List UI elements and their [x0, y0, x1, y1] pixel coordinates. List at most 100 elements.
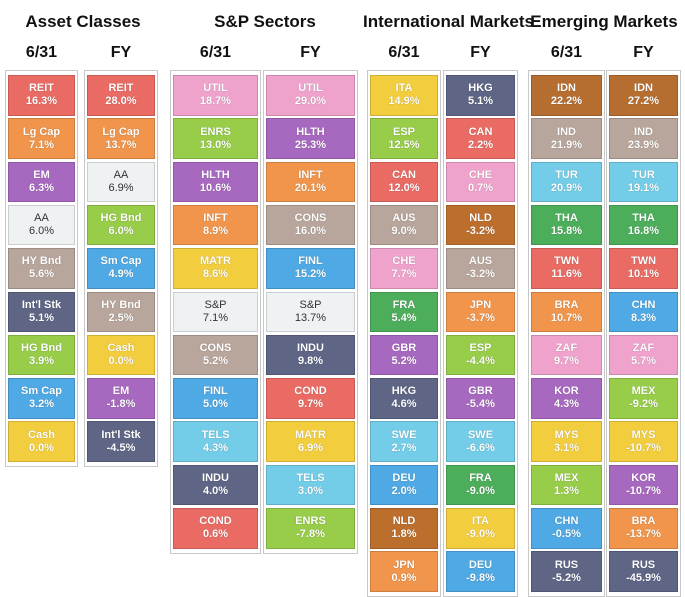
return-cell-twn: TWN 10.1%	[609, 248, 678, 289]
cell-label: GBR	[468, 385, 493, 398]
cell-label: S&P	[299, 298, 322, 311]
cell-label: ESP	[392, 125, 415, 138]
return-cell-sandp: S&P 7.1%	[173, 291, 258, 332]
cell-value: 9.8%	[297, 355, 324, 368]
asset-classes-fy-header: FY	[110, 44, 132, 61]
return-cell-tels: TELS 3.0%	[266, 464, 355, 506]
return-cell-zaf: ZAF 5.7%	[609, 334, 678, 376]
cell-label: ESP	[469, 342, 492, 355]
return-cell-gbr: GBR 5.2%	[370, 334, 438, 376]
cell-label: UTIL	[203, 82, 228, 95]
cell-label: FINL	[203, 385, 228, 398]
cell-label: HG Bnd	[21, 342, 62, 355]
cell-value: -3.2%	[466, 225, 495, 238]
cell-label: BRA	[631, 515, 656, 528]
cell-value: -1.8%	[106, 398, 136, 411]
cell-value: 2.0%	[391, 484, 417, 497]
return-cell-ita: ITA 14.9%	[370, 75, 438, 116]
cell-value: 4.0%	[202, 484, 229, 497]
return-cell-inft: INFT 8.9%	[173, 204, 258, 246]
international-markets-6-31-column: ITA 14.9% ESP 12.5% CAN 12.0% AUS 9.0% CHE 7.7% FR…	[367, 70, 441, 597]
cell-value: 6.3%	[28, 181, 55, 194]
sandp-sectors-6-31-header: 6/31	[199, 44, 232, 61]
cell-label: MEX	[554, 471, 579, 484]
cell-value: 5.7%	[630, 355, 657, 368]
return-cell-rus: RUS -5.2%	[531, 551, 602, 592]
cell-label: ENRS	[200, 125, 231, 138]
cell-value: 28.0%	[105, 95, 137, 108]
cell-label: ENRS	[295, 515, 326, 528]
cell-label: SWE	[391, 428, 417, 441]
cell-label: IND	[557, 125, 576, 138]
return-cell-esp: ESP -4.4%	[446, 334, 515, 376]
cell-value: 27.2%	[627, 95, 660, 108]
cell-label: BRA	[554, 298, 579, 311]
cell-value: -13.7%	[626, 528, 661, 541]
return-cell-swe: SWE 2.7%	[370, 421, 438, 462]
cell-label: ITA	[472, 515, 489, 528]
cell-label: HLTH	[201, 168, 230, 181]
return-cell-sandp: S&P 13.7%	[266, 291, 355, 332]
cell-label: COND	[199, 515, 232, 528]
return-cell-twn: TWN 11.6%	[531, 248, 602, 289]
cell-value: 3.9%	[28, 355, 55, 368]
return-cell-cash: Cash 0.0%	[8, 421, 75, 462]
return-cell-enrs: ENRS -7.8%	[266, 508, 355, 549]
cell-label: ZAF	[632, 342, 655, 355]
return-cell-lg-cap: Lg Cap 7.1%	[8, 118, 75, 159]
cell-label: ZAF	[555, 342, 578, 355]
return-cell-indu: INDU 4.0%	[173, 464, 258, 506]
cell-value: 6.9%	[108, 181, 134, 194]
cell-value: 10.1%	[627, 268, 660, 281]
cell-value: 16.0%	[294, 225, 327, 238]
return-cell-aus: AUS -3.2%	[446, 248, 515, 289]
return-cell-hy-bnd: HY Bnd 2.5%	[87, 291, 155, 332]
return-cell-hlth: HLTH 25.3%	[266, 118, 355, 159]
cell-label: FRA	[469, 471, 492, 484]
cell-label: JPN	[393, 558, 415, 571]
cell-value: 8.9%	[202, 225, 229, 238]
cell-label: CHN	[554, 515, 579, 528]
cell-label: Int'l Stk	[21, 298, 62, 311]
return-cell-finl: FINL 15.2%	[266, 248, 355, 289]
cell-label: CONS	[294, 212, 327, 225]
emerging-markets-title: Emerging Markets	[530, 12, 678, 31]
cell-value: 13.7%	[294, 311, 327, 324]
cell-value: 19.1%	[627, 181, 660, 194]
cell-value: 7.7%	[391, 268, 417, 281]
cell-value: 5.1%	[28, 311, 55, 324]
cell-label: HY Bnd	[21, 255, 62, 268]
return-cell-int-l-stk: Int'l Stk 5.1%	[8, 291, 75, 332]
cell-value: -9.2%	[629, 398, 658, 411]
return-cell-util: UTIL 18.7%	[173, 75, 258, 116]
sandp-sectors-title: S&P Sectors	[214, 12, 316, 31]
cell-value: 8.3%	[630, 311, 657, 324]
sandp-sectors-6-31-column: UTIL 18.7% ENRS 13.0% HLTH 10.6% INFT 8.9% MATR 8…	[170, 70, 261, 554]
sandp-sectors-fy-header: FY	[300, 44, 321, 61]
return-cell-che: CHE 0.7%	[446, 161, 515, 203]
return-cell-chn: CHN 8.3%	[609, 291, 678, 332]
cell-value: 14.9%	[388, 95, 420, 108]
return-cell-rus: RUS -45.9%	[609, 551, 678, 592]
international-markets-fy-header: FY	[470, 44, 491, 61]
cell-label: INDU	[202, 471, 229, 484]
emerging-markets-6-31-header: 6/31	[550, 44, 583, 61]
asset-classes-6-31-header: 6/31	[25, 44, 58, 61]
cell-value: 16.3%	[25, 95, 58, 108]
emerging-markets-fy-header: FY	[633, 44, 654, 61]
cell-label: HKG	[391, 385, 417, 398]
cell-label: FINL	[298, 255, 323, 268]
cell-value: 10.6%	[199, 181, 232, 194]
return-cell-mex: MEX -9.2%	[609, 378, 678, 419]
return-cell-matr: MATR 8.6%	[173, 248, 258, 289]
cell-label: MATR	[295, 428, 326, 441]
cell-label: TUR	[632, 168, 655, 181]
cell-value: 13.7%	[105, 138, 137, 151]
return-cell-tur: TUR 19.1%	[609, 161, 678, 203]
cell-value: 7.1%	[28, 138, 55, 151]
return-cell-sm-cap: Sm Cap 4.9%	[87, 248, 155, 289]
return-cell-aus: AUS 9.0%	[370, 204, 438, 246]
return-cell-deu: DEU 2.0%	[370, 464, 438, 506]
cell-label: HLTH	[296, 125, 325, 138]
cell-label: EM	[112, 385, 130, 398]
